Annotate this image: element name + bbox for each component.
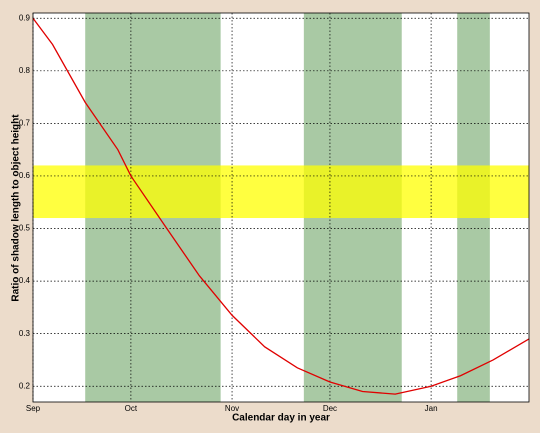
x-tick-label: Nov	[225, 404, 239, 413]
y-tick-label: 0.6	[19, 171, 31, 180]
plot-frame	[32, 12, 530, 403]
line	[32, 17, 530, 395]
y-band	[33, 165, 529, 219]
y-tick-label: 0.7	[19, 119, 31, 128]
x-axis-label: Calendar day in year	[232, 413, 330, 424]
x-tick-label: Oct	[125, 404, 138, 413]
y-tick-label: 0.2	[19, 381, 31, 390]
x-tick-label: Dec	[323, 404, 337, 413]
y-tick-label: 0.5	[19, 224, 31, 233]
x-tick-label: Sep	[26, 404, 41, 413]
y-tick-label: 0.8	[19, 66, 31, 75]
y-tick-label: 0.9	[19, 13, 31, 22]
x-tick-label: Jan	[425, 404, 438, 413]
y-tick-label: 0.4	[19, 276, 31, 285]
y-tick-label: 0.3	[19, 329, 31, 338]
y-axis-label: Ratio of shadow length to object height	[11, 114, 22, 302]
